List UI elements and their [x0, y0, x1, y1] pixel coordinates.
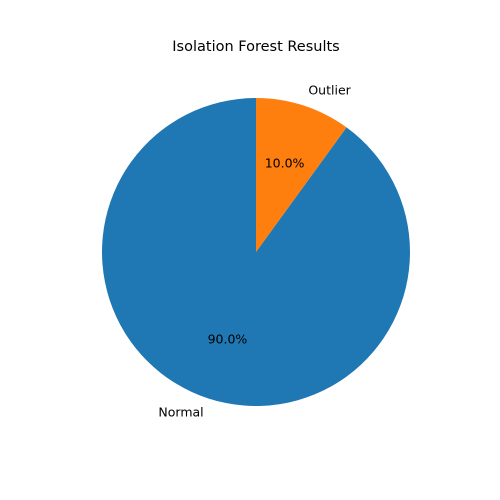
pie-slice-outlier	[256, 98, 347, 252]
pct-label-normal: 90.0%	[208, 331, 248, 346]
pie-slice-normal	[101, 98, 411, 406]
slice-label-outlier: Outlier	[308, 82, 351, 97]
pie-slices	[101, 98, 411, 406]
pie-labels: Normal 90.0% Outlier 10.0%	[158, 82, 351, 419]
chart-title: Isolation Forest Results	[172, 39, 339, 55]
slice-label-normal: Normal	[158, 405, 203, 420]
pct-label-outlier: 10.0%	[265, 156, 305, 171]
